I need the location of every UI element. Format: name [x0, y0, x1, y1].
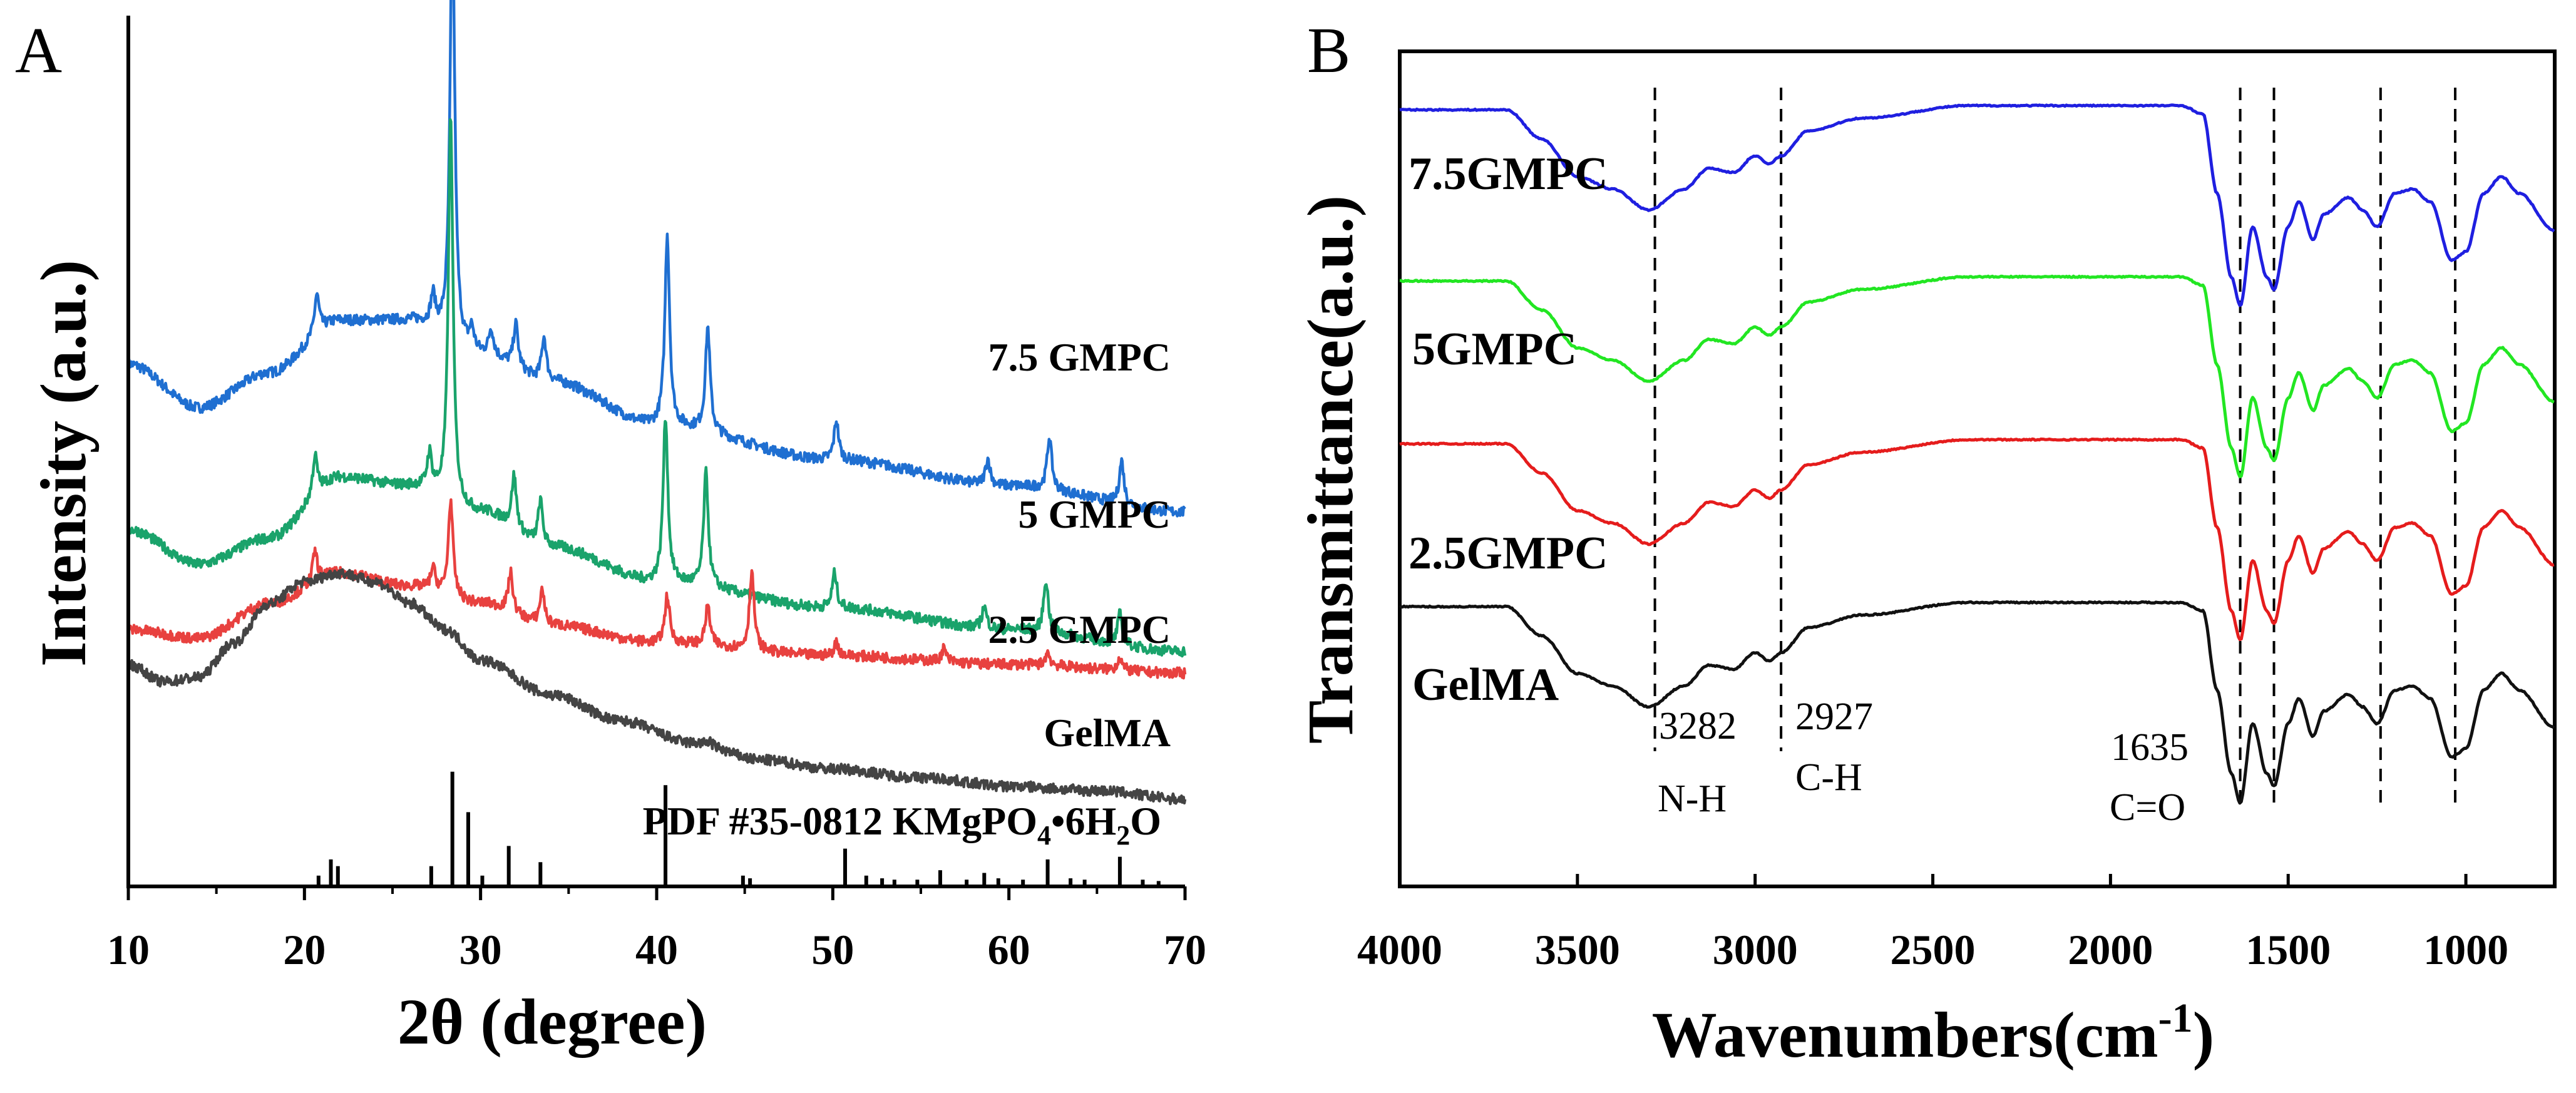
ref-label-end: O	[1130, 799, 1161, 843]
ref-label-sub1: 4	[1037, 820, 1051, 851]
xrd-trace-4	[126, 568, 1187, 806]
ref-label-mid: •6H	[1051, 799, 1116, 843]
xrd-reference-label: PDF #35-0812 KMgPO4•6H2O	[643, 799, 1161, 851]
ftir-tick-label-3500: 3500	[1535, 926, 1620, 973]
ftir-guide-lines	[1653, 88, 2457, 808]
annot-n-h: N-H	[1658, 777, 1727, 820]
ftir-y-axis-title: Transmittance(a.u.)	[1295, 195, 1367, 744]
ftir-label-gelma: GelMA	[1412, 659, 1559, 711]
ftir-label-5gmpc: 5GMPC	[1412, 324, 1577, 375]
ftir-tick-label-2500: 2500	[1891, 926, 1976, 973]
annot-1635: 1635	[2111, 726, 2189, 769]
ftir-xlabel-sup: -1	[2158, 995, 2193, 1041]
xrd-label-gelma: GelMA	[1044, 711, 1171, 755]
ftir-x-ticks: 4000 3500 3000 2500 2000 1500 1000	[1357, 874, 2508, 973]
ftir-tick-label-3000: 3000	[1713, 926, 1798, 973]
xrd-trace-2	[126, 118, 1187, 658]
ref-label-main: PDF #35-0812 KMgPO	[643, 799, 1037, 843]
ftir-frame	[1398, 49, 2557, 888]
xrd-label-7-5-gmpc: 7.5 GMPC	[988, 335, 1171, 379]
xrd-label-2-5-gmpc: 2.5 GMPC	[988, 607, 1171, 652]
ftir-x-axis-title: Wavenumbers(cm-1)	[1652, 995, 2214, 1071]
ftir-trace-4	[1399, 600, 2555, 805]
ftir-trace-1	[1399, 103, 2555, 307]
xrd-series-group	[126, 0, 1187, 806]
annot-2927: 2927	[1795, 695, 1873, 738]
xrd-x-ticks: 10 20 30 40 50 60 70	[107, 886, 1206, 973]
xrd-tick-label-40: 40	[635, 926, 678, 973]
xrd-tick-label-70: 70	[1164, 926, 1206, 973]
ref-label-sub2: 2	[1116, 820, 1130, 851]
xrd-label-5-gmpc: 5 GMPC	[1019, 492, 1171, 536]
xrd-tick-label-20: 20	[283, 926, 326, 973]
xrd-trace-1	[126, 0, 1186, 518]
annot-3282: 3282	[1659, 705, 1737, 747]
xrd-panel: A 7.5 GMPC 5 GMPC 2.5 GMPC GelMA PDF #35…	[15, 0, 1206, 1058]
ftir-tick-label-4000: 4000	[1357, 926, 1442, 973]
ftir-series-group	[1399, 103, 2555, 805]
ftir-trace-2	[1399, 274, 2555, 478]
ftir-tick-label-1000: 1000	[2423, 926, 2508, 973]
ftir-xlabel-end: )	[2193, 999, 2215, 1071]
xrd-tick-label-50: 50	[811, 926, 854, 973]
ftir-tick-label-1500: 1500	[2245, 926, 2331, 973]
ftir-trace-3	[1399, 437, 2555, 642]
xrd-x-axis-title: 2θ (degree)	[398, 986, 707, 1058]
xrd-tick-label-30: 30	[459, 926, 502, 973]
ftir-xlabel-main: Wavenumbers(cm	[1652, 999, 2158, 1071]
panel-b-letter: B	[1307, 14, 1350, 86]
annot-c-o: C=O	[2110, 786, 2185, 829]
ftir-tick-label-2000: 2000	[2068, 926, 2153, 973]
panel-a-letter: A	[15, 14, 62, 86]
ftir-label-2-5gmpc: 2.5GMPC	[1409, 528, 1608, 579]
xrd-tick-label-60: 60	[988, 926, 1030, 973]
xrd-tick-label-10: 10	[107, 926, 150, 973]
ftir-panel: B 4000 3500 3000 2500 2000 1500 1000 7.5GMPC 5…	[1295, 14, 2557, 1071]
ftir-label-7-5gmpc: 7.5GMPC	[1409, 148, 1608, 200]
annot-c-h: C-H	[1795, 756, 1862, 799]
xrd-trace-3	[127, 498, 1187, 680]
xrd-y-axis-title: Intensity (a.u.)	[28, 260, 100, 667]
